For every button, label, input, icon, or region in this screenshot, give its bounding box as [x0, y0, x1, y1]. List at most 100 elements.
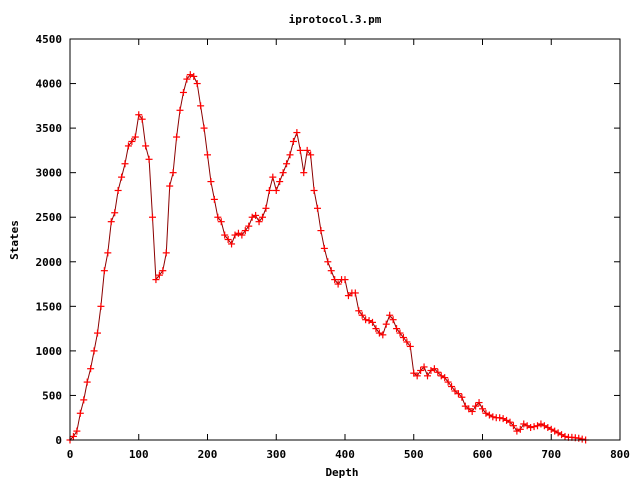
- y-tick-label: 500: [42, 389, 62, 402]
- data-point: [104, 249, 112, 257]
- data-point: [228, 240, 236, 248]
- data-point: [255, 218, 263, 226]
- x-tick-label: 800: [610, 448, 630, 461]
- data-point: [241, 227, 249, 235]
- data-point: [145, 155, 153, 163]
- data-point: [327, 267, 335, 275]
- data-point: [107, 218, 115, 226]
- data-point: [317, 227, 325, 235]
- data-point: [530, 423, 538, 431]
- x-axis-label: Depth: [325, 466, 358, 479]
- data-point: [286, 151, 294, 159]
- data-point: [379, 331, 387, 339]
- data-point: [489, 413, 497, 421]
- data-point: [111, 209, 119, 217]
- data-point: [499, 415, 507, 423]
- data-point: [124, 142, 132, 150]
- y-tick-label: 4000: [36, 78, 63, 91]
- data-point: [382, 320, 390, 328]
- data-point: [551, 427, 559, 435]
- data-point: [554, 429, 562, 437]
- x-tick-label: 0: [67, 448, 74, 461]
- data-point: [190, 72, 198, 80]
- data-point: [204, 151, 211, 159]
- series-markers: [66, 71, 590, 444]
- data-point: [369, 318, 376, 326]
- data-point: [183, 75, 191, 83]
- data-point: [279, 169, 287, 177]
- data-point: [276, 178, 284, 186]
- y-tick-label: 0: [55, 434, 62, 447]
- data-point: [207, 178, 215, 186]
- y-axis-label: States: [8, 220, 21, 260]
- data-point: [210, 195, 218, 203]
- data-point: [537, 420, 545, 428]
- data-point: [310, 186, 318, 194]
- plot-area: 0 500 1000 1500 2000 2500 3000 3500 4000 4500 0 10…: [36, 33, 630, 461]
- data-point: [399, 334, 407, 342]
- data-point: [300, 169, 308, 177]
- data-point: [341, 276, 349, 284]
- x-tick-label: 100: [129, 448, 149, 461]
- x-tick-label: 400: [335, 448, 355, 461]
- data-point: [558, 431, 566, 439]
- data-point: [355, 307, 363, 315]
- data-point: [441, 374, 449, 382]
- data-point: [283, 160, 291, 168]
- data-point: [523, 422, 531, 430]
- data-point: [262, 204, 270, 212]
- y-tick-label: 3500: [36, 122, 63, 135]
- data-point: [303, 146, 311, 154]
- data-point: [238, 231, 246, 239]
- data-point: [97, 302, 105, 310]
- y-tick-label: 1000: [36, 345, 63, 358]
- data-point: [444, 378, 452, 386]
- data-point: [217, 218, 225, 226]
- data-point: [331, 276, 339, 284]
- data-point: [386, 311, 394, 319]
- data-point: [293, 129, 301, 137]
- data-point: [434, 368, 442, 376]
- data-point: [200, 124, 208, 132]
- data-point: [575, 434, 583, 442]
- data-point: [544, 424, 552, 432]
- data-point: [475, 399, 483, 407]
- data-point: [468, 407, 476, 415]
- data-point: [417, 366, 425, 374]
- data-point: [94, 329, 101, 337]
- data-point: [506, 418, 514, 426]
- y-tick-label: 2000: [36, 256, 63, 269]
- data-point: [320, 244, 328, 252]
- data-point: [372, 325, 380, 333]
- data-point: [224, 236, 232, 243]
- data-point: [527, 424, 535, 432]
- data-point: [269, 173, 277, 181]
- data-point: [496, 414, 504, 422]
- data-point: [155, 271, 163, 279]
- x-tick-label: 600: [473, 448, 493, 461]
- data-point: [561, 432, 569, 440]
- data-point: [114, 186, 122, 194]
- data-point: [152, 276, 160, 284]
- data-point: [324, 258, 332, 266]
- data-point: [87, 365, 95, 373]
- data-point: [128, 137, 136, 145]
- data-point: [472, 402, 480, 410]
- series-line: [69, 73, 586, 441]
- data-point: [80, 396, 88, 404]
- y-tick-label: 1500: [36, 300, 63, 313]
- data-point: [534, 422, 541, 430]
- data-point: [448, 383, 456, 391]
- data-point: [503, 416, 511, 424]
- data-point: [76, 409, 84, 417]
- data-point: [516, 425, 524, 433]
- data-point: [197, 102, 205, 110]
- data-point: [100, 267, 108, 275]
- data-point: [314, 204, 321, 212]
- data-point: [420, 363, 428, 371]
- data-point: [547, 425, 555, 433]
- data-point: [173, 133, 181, 141]
- y-tick-label: 3000: [36, 167, 63, 180]
- data-point: [351, 289, 359, 297]
